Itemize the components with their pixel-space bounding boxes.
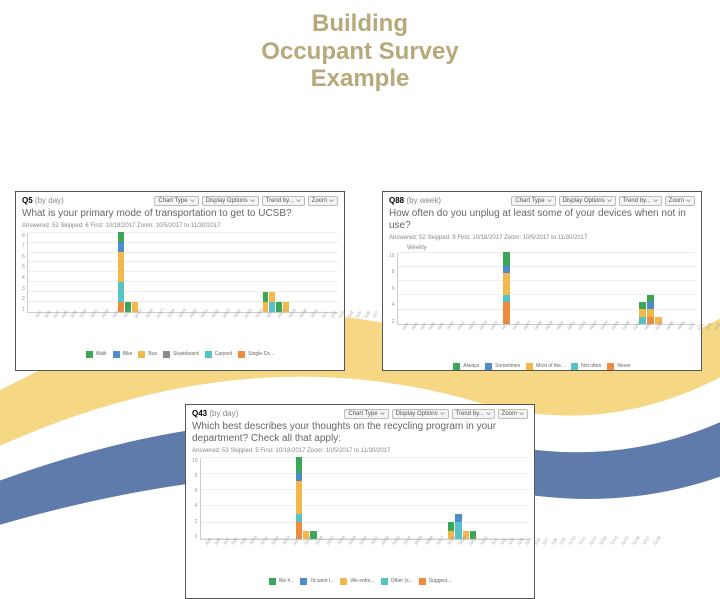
question-title: What is your primary mode of transportat… [22, 208, 338, 220]
survey-panel-q5: Q5 (by day) Chart Type Display OptionsTren… [15, 191, 345, 371]
toolbar-chart-type[interactable]: Chart Type [344, 409, 388, 419]
chart: 108642 [389, 253, 695, 325]
question-title: Which best describes your thoughts on th… [192, 421, 528, 445]
legend-item: Not often [571, 363, 601, 370]
chart: 87654321 [22, 233, 338, 313]
toolbar-chart-type[interactable]: Chart Type [154, 196, 198, 206]
survey-panel-q88: Q88 (by week) Chart Type Display OptionsTr… [382, 191, 702, 371]
bar [296, 457, 302, 539]
legend: Always Sometimes Most of the... Not often Ne… [389, 363, 695, 370]
chart: 1086420 [192, 458, 528, 540]
legend-item: Carpool [205, 351, 233, 358]
legend-item: Most of the... [526, 363, 565, 370]
legend-item: I'd want t... [300, 578, 334, 585]
question-number: Q5 (by day) [22, 196, 64, 205]
legend-item: Bus [138, 351, 157, 358]
legend-item: We enfor... [340, 578, 374, 585]
legend-item: Always [453, 363, 479, 370]
bar [455, 514, 461, 539]
toolbar-zoom[interactable]: Zoom [498, 409, 528, 419]
question-number: Q88 (by week) [389, 196, 441, 205]
legend-item: Single-Oc... [238, 351, 274, 358]
toolbar-zoom[interactable]: Zoom [665, 196, 695, 206]
question-meta: Answered: 53 Skipped: 5 First: 10/18/201… [192, 448, 528, 454]
toolbar-chart-type[interactable]: Chart Type [511, 196, 555, 206]
bar [503, 252, 510, 324]
legend: Walk Bike Bus Skateboard Carpool Single-Oc... [22, 351, 338, 358]
question-title: How often do you unplug at least some of… [389, 208, 695, 232]
legend-item: Bike [113, 351, 133, 358]
question-meta: Answered: 52 Skipped: 8 First: 10/18/201… [389, 235, 695, 241]
legend-item: Sometimes [485, 363, 520, 370]
toolbar-zoom[interactable]: Zoom [308, 196, 338, 206]
y-axis: 1086420 [192, 458, 200, 540]
survey-panel-q43: Q43 (by day) Chart Type Display OptionsTre… [185, 404, 535, 599]
toolbar-display-options[interactable]: Display Options [559, 196, 616, 206]
legend: We h... I'd want t... We enfor... Other (s.… [192, 578, 528, 585]
legend-item: Skateboard [163, 351, 199, 358]
toolbar-trend-by-[interactable]: Trend by... [452, 409, 495, 419]
legend-item: Never [607, 363, 630, 370]
toolbar-trend-by-[interactable]: Trend by... [619, 196, 662, 206]
y-axis: 108642 [389, 253, 397, 325]
legend-item: We h... [269, 578, 295, 585]
legend-item: Other (s... [381, 578, 413, 585]
question-meta: Answered: 52 Skipped: 6 First: 10/18/201… [22, 223, 338, 229]
toolbar-trend-by-[interactable]: Trend by... [262, 196, 305, 206]
page-title: Building Occupant Survey Example [0, 0, 720, 99]
legend-item: Suggest... [419, 578, 452, 585]
legend-item: Walk [86, 351, 107, 358]
bar [263, 292, 269, 312]
bar [118, 232, 124, 312]
toolbar-display-options[interactable]: Display Options [392, 409, 449, 419]
question-number: Q43 (by day) [192, 409, 238, 418]
chart-subheader: Weekly [407, 245, 695, 251]
toolbar-display-options[interactable]: Display Options [202, 196, 259, 206]
